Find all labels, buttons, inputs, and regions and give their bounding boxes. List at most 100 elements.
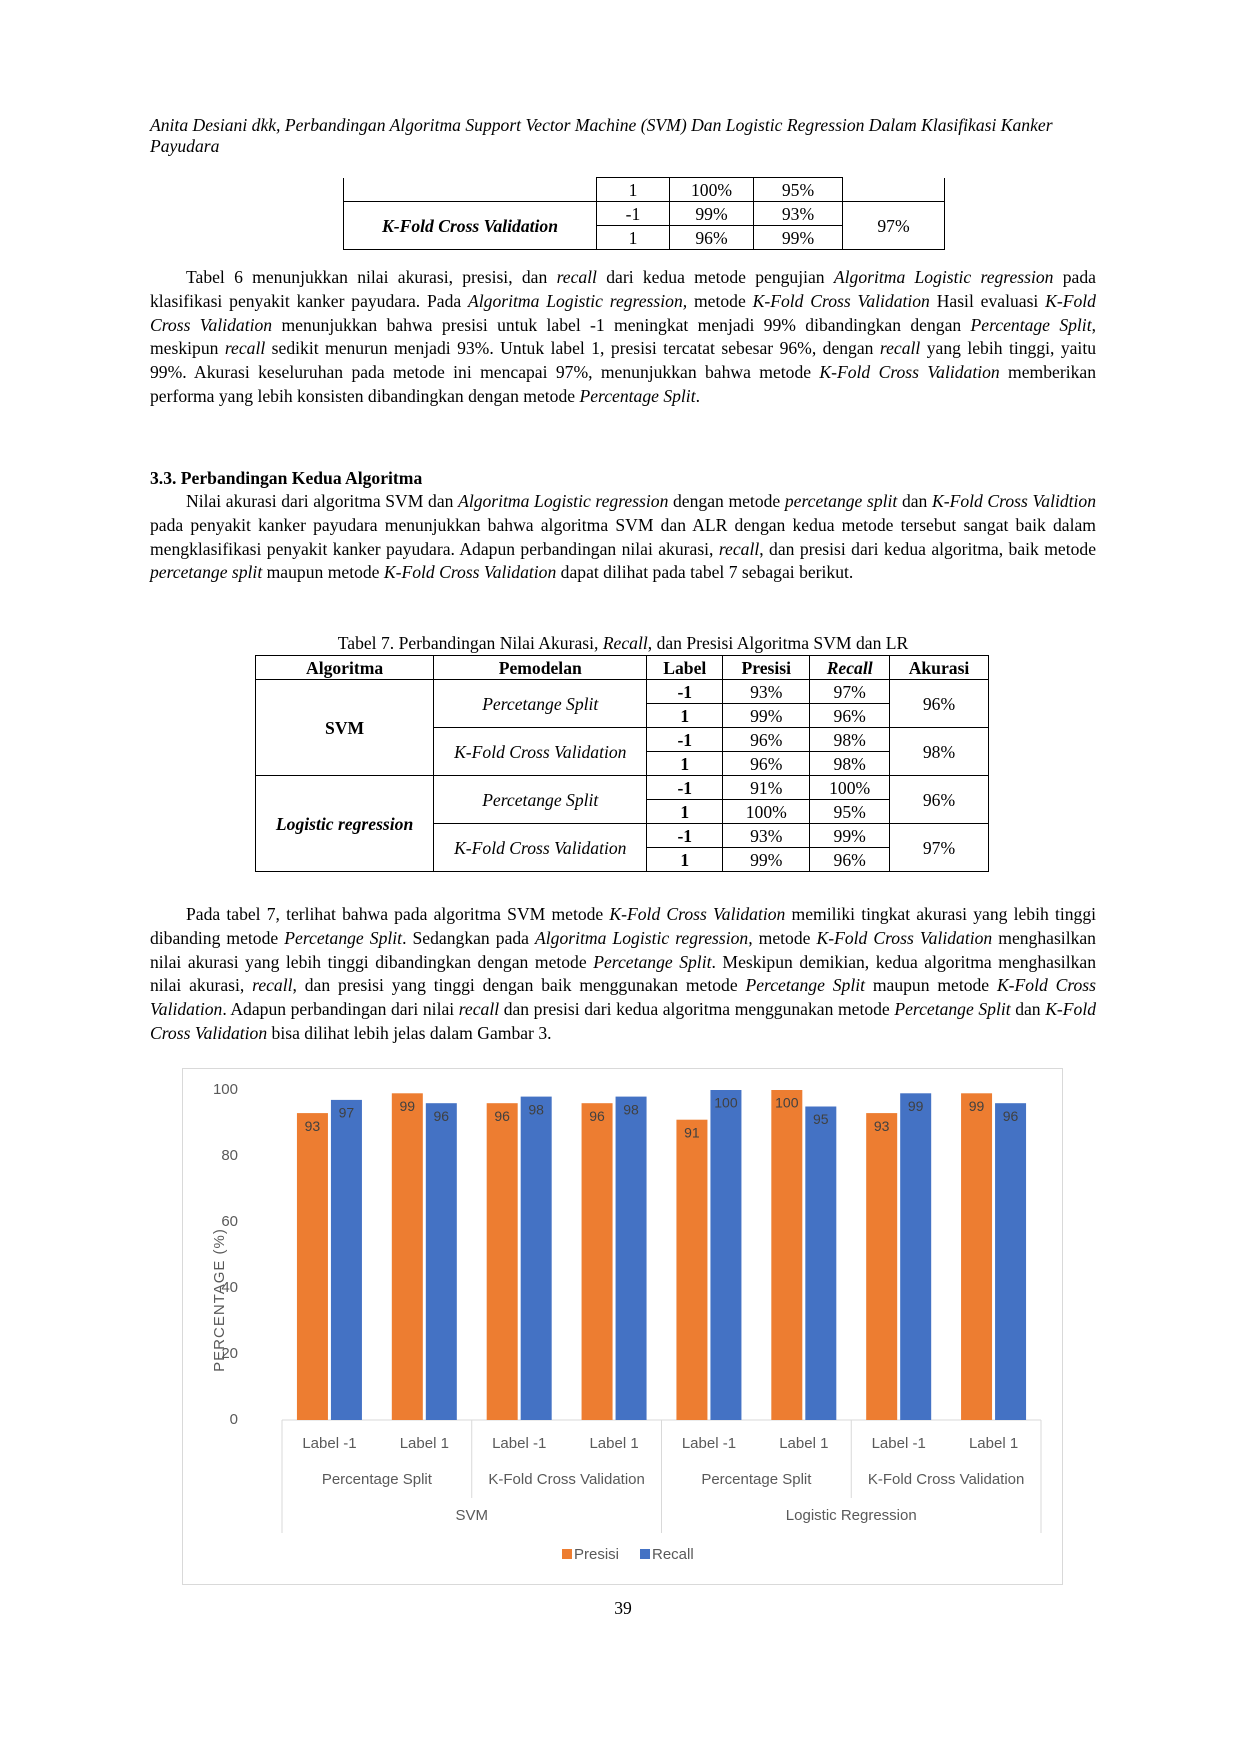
text-run: Nilai akurasi dari algoritma SVM dan bbox=[186, 491, 459, 511]
page-number: 39 bbox=[614, 1598, 632, 1618]
text-run: , dan presisi yang tinggi dengan baik me… bbox=[292, 975, 746, 996]
text-run: Percetange Split bbox=[894, 999, 1011, 1020]
data-label: 95 bbox=[813, 1111, 829, 1127]
table-cell: 96% bbox=[722, 727, 811, 752]
text-run: Algoritma Logistic regression bbox=[458, 491, 669, 511]
text-run: memiliki tingkat akurasi yang lebih ting… bbox=[150, 904, 1096, 948]
table-row: K-Fold Cross Validation -1 96% 98% 98% bbox=[256, 727, 989, 776]
text-run: Percentage Split bbox=[970, 314, 1092, 335]
y-tick-label: 20 bbox=[221, 1345, 238, 1362]
table-cell: 93% bbox=[753, 201, 843, 226]
text-run: Hasil evaluasi bbox=[929, 290, 1046, 311]
bar bbox=[391, 1093, 423, 1420]
data-label: 93 bbox=[305, 1118, 321, 1134]
running-header: Anita Desiani dkk, Perbandingan Algoritm… bbox=[150, 115, 1053, 156]
bar bbox=[710, 1090, 742, 1420]
bar bbox=[330, 1099, 362, 1420]
table-cell: 100% bbox=[669, 177, 754, 202]
x-tick-label: Label 1 bbox=[969, 1435, 1018, 1452]
text-run: pada klasifikasi penyakit kanker payudar… bbox=[150, 267, 1096, 311]
bar bbox=[676, 1119, 708, 1420]
table-cell: 91% bbox=[722, 775, 811, 800]
table-cell: 93% bbox=[722, 679, 811, 704]
text-run: maupun metode bbox=[865, 975, 997, 996]
text-run: Recall bbox=[602, 633, 648, 653]
table-cell: 98% bbox=[809, 727, 891, 752]
table-cell bbox=[842, 177, 945, 202]
x-tick-label: Label 1 bbox=[400, 1435, 449, 1452]
text-run: Percetange Split bbox=[745, 975, 865, 996]
text-run: . bbox=[695, 385, 700, 406]
table-cell: 96% bbox=[889, 679, 989, 728]
text-run: Tabel 7. Perbandingan Nilai Akurasi, bbox=[337, 633, 603, 653]
table-cell: 1 bbox=[596, 225, 670, 250]
bar bbox=[615, 1096, 647, 1420]
table-cell: 1 bbox=[596, 177, 670, 202]
y-tick-label: 60 bbox=[221, 1213, 238, 1230]
table-row: 1 96% 99% bbox=[344, 225, 945, 250]
text-run: . Sedangkan pada bbox=[402, 927, 536, 948]
table-cell: -1 bbox=[646, 775, 724, 800]
bar bbox=[961, 1093, 993, 1420]
data-label: 99 bbox=[908, 1098, 924, 1114]
bar bbox=[581, 1103, 613, 1420]
text-run: sedikit menurun menjadi 93%. Untuk label… bbox=[265, 338, 880, 359]
text-run: , dan presisi dari kedua algoritma, baik… bbox=[759, 538, 1097, 559]
table-row: 1 100% 95% bbox=[343, 177, 945, 202]
table-cell: 100% bbox=[722, 799, 811, 824]
table-row: Algoritma Pemodelan Label Presisi Recall Akur… bbox=[254, 655, 989, 680]
text-run: recall bbox=[718, 538, 760, 559]
x-tick-label: Label -1 bbox=[492, 1435, 546, 1452]
text-run: Percentage Split bbox=[579, 385, 696, 406]
table-cell: 1 bbox=[646, 703, 724, 728]
table-cell: 93% bbox=[722, 823, 811, 848]
text-run: K-Fold Cross Validation bbox=[819, 362, 1000, 383]
bar bbox=[805, 1106, 837, 1420]
legend-swatch bbox=[562, 1549, 572, 1559]
text-run: Algoritma Logistic regression bbox=[833, 267, 1054, 287]
bar bbox=[866, 1113, 898, 1420]
table-cell: -1 bbox=[596, 201, 670, 226]
text-run: K-Fold Cross Validation bbox=[150, 999, 1097, 1043]
bar bbox=[296, 1113, 328, 1420]
y-tick-label: 0 bbox=[230, 1411, 238, 1428]
table-cell: 96% bbox=[809, 847, 891, 872]
text-run: K-Fold Cross Validation bbox=[816, 927, 993, 948]
bar bbox=[900, 1093, 932, 1420]
table-cell: 99% bbox=[669, 201, 754, 226]
table-cell: 96% bbox=[669, 225, 754, 250]
table-cell: K-Fold Cross Validation bbox=[433, 823, 648, 872]
table-row: SVM Percetange Split -1 93% 97% 96% bbox=[254, 679, 989, 776]
table-cell: 96% bbox=[889, 775, 989, 824]
text-run: yang lebih tinggi, yaitu 99%. Akurasi ke… bbox=[150, 338, 1097, 383]
text-run: recall bbox=[458, 999, 500, 1020]
text-run: K-Fold Cross Validtion bbox=[931, 491, 1097, 511]
table-cell bbox=[343, 177, 597, 202]
table-6-fragment: 1 100% 95% K-Fold Cross Validation -1 99% 93% 9… bbox=[343, 177, 945, 250]
data-label: 93 bbox=[874, 1118, 890, 1134]
table-row: K-Fold Cross Validation -1 93% 99% 97% bbox=[256, 823, 989, 872]
data-label: 96 bbox=[434, 1108, 450, 1124]
table-cell: -1 bbox=[646, 823, 724, 848]
table-cell: 96% bbox=[722, 751, 811, 776]
text-run: dan presisi dari kedua algoritma menggun… bbox=[499, 999, 895, 1020]
bar bbox=[486, 1103, 518, 1420]
table-cell: SVM bbox=[254, 679, 435, 776]
category-supergroup-label: SVM bbox=[455, 1507, 488, 1524]
table-cell: 99% bbox=[722, 847, 811, 872]
text-run: memberikan performa yang lebih konsisten… bbox=[150, 362, 1096, 406]
category-group-label: K-Fold Cross Validation bbox=[488, 1471, 644, 1488]
table-cell: -1 bbox=[646, 727, 724, 752]
table-cell: 1 bbox=[646, 751, 724, 776]
bar bbox=[425, 1103, 457, 1420]
data-label: 99 bbox=[969, 1098, 985, 1114]
table-cell: Logistic regression bbox=[254, 775, 435, 872]
table-header-cell: Presisi bbox=[722, 655, 811, 680]
text-run: metode bbox=[687, 290, 753, 311]
text-run: Percetange Split bbox=[284, 927, 403, 948]
category-group-label: Percentage Split bbox=[322, 1471, 433, 1488]
text-run: menghasilkan nilai akurasi yang lebih ti… bbox=[150, 927, 1096, 972]
x-tick-label: Label -1 bbox=[872, 1435, 926, 1452]
data-label: 98 bbox=[623, 1101, 639, 1117]
text-run: K-Fold Cross Validation bbox=[609, 904, 786, 924]
